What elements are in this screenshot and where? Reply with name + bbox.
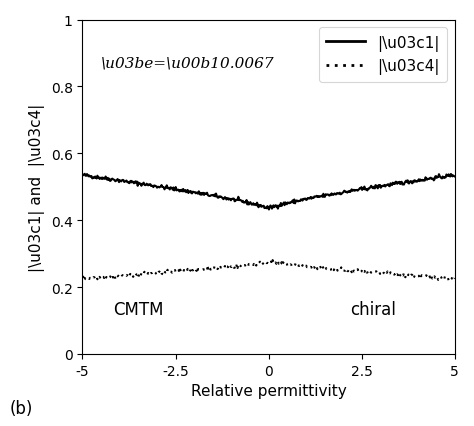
|\u03c4| (302, 264, 308, 269)
Text: \u03be=\u00b10.0067: \u03be=\u00b10.0067 (101, 56, 275, 70)
|\u03c1| (80, 173, 85, 178)
|\u03c1| (452, 174, 457, 179)
Text: CMTM: CMTM (113, 300, 164, 318)
|\u03c4| (259, 263, 264, 268)
Text: (b): (b) (9, 400, 33, 417)
|\u03c1| (302, 197, 308, 202)
Y-axis label: |\u03c1| and  |\u03c4|: |\u03c1| and |\u03c4| (29, 103, 45, 271)
|\u03c1| (259, 204, 265, 210)
|\u03c4| (80, 276, 85, 281)
|\u03c4| (385, 272, 391, 277)
|\u03c1| (257, 204, 263, 209)
|\u03c4| (452, 276, 457, 281)
|\u03c4| (256, 260, 262, 265)
|\u03c1| (283, 200, 288, 205)
|\u03c4| (446, 278, 452, 283)
Text: chiral: chiral (350, 300, 396, 318)
Line: |\u03c1|: |\u03c1| (82, 174, 455, 210)
|\u03c1| (266, 207, 272, 213)
|\u03c4| (444, 276, 449, 281)
|\u03c1| (386, 184, 392, 189)
Legend: |\u03c1|, |\u03c4|: |\u03c1|, |\u03c4| (319, 28, 447, 83)
|\u03c4| (282, 263, 287, 268)
|\u03c4| (270, 258, 275, 263)
X-axis label: Relative permittivity: Relative permittivity (191, 383, 346, 398)
|\u03c1| (82, 172, 88, 177)
Line: |\u03c4|: |\u03c4| (82, 260, 455, 281)
|\u03c1| (444, 173, 450, 178)
